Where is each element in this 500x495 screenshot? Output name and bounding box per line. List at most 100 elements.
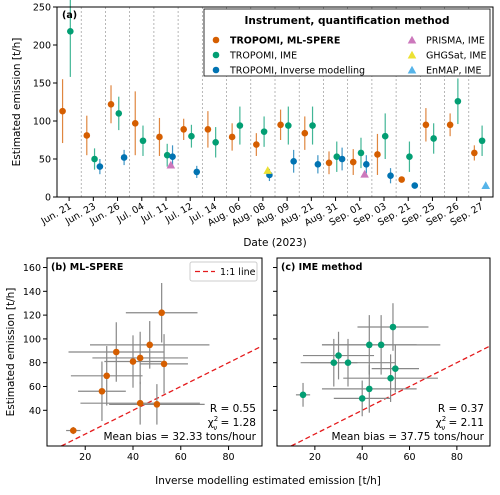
data-point [377, 341, 385, 349]
data-point [193, 168, 201, 176]
data-point [253, 141, 260, 148]
data-point [107, 100, 115, 108]
data-point [446, 121, 454, 129]
data-point [333, 153, 341, 161]
data-point [406, 153, 413, 161]
data-point [169, 153, 176, 161]
data-point [277, 121, 284, 129]
y-tick-label: 150 [33, 79, 51, 90]
chi-symbol: χ [208, 417, 214, 429]
x-axis-label: Date (2023) [243, 237, 306, 249]
data-point [263, 166, 273, 174]
x-tick-label: 80 [223, 452, 235, 463]
x-tick-label: 80 [451, 452, 463, 463]
data-point [59, 107, 66, 115]
stat-r: R = 0.55 [210, 403, 256, 415]
data-point [357, 149, 365, 157]
data-point [146, 341, 154, 349]
data-point [471, 149, 478, 157]
data-point [338, 155, 346, 163]
x-tick-label: 60 [175, 452, 187, 463]
legend-label: TROPOMI, Inverse modelling [229, 66, 365, 77]
data-point [236, 122, 244, 129]
data-point [156, 133, 163, 141]
data-point [69, 427, 77, 434]
data-point [120, 154, 128, 161]
data-point [381, 132, 389, 140]
data-point [98, 387, 106, 395]
legend-label: GHGSat, IME [426, 51, 486, 62]
plot-frame [56, 6, 494, 198]
data-point [103, 372, 111, 380]
chi-sup: 2 [442, 415, 446, 423]
data-point [91, 155, 98, 163]
data-point [153, 401, 161, 408]
stat-bias: Mean bias = 37.75 tons/hour [331, 431, 484, 443]
y-tick-label: 80 [29, 358, 41, 369]
data-point [166, 160, 176, 169]
data-point [136, 399, 144, 407]
panel-label: (c) IME method [281, 262, 362, 273]
chi-sup: 2 [214, 415, 218, 423]
stat-chi: χ2 ν = 1.28 [208, 415, 256, 432]
legend-marker [212, 51, 220, 59]
data-point [392, 365, 399, 372]
y-tick-label: 200 [33, 41, 51, 52]
data-point [387, 172, 394, 180]
one-to-one-line [290, 345, 490, 446]
data-point [290, 157, 297, 165]
y-tick-label: 120 [23, 311, 41, 322]
x-tick-label: 20 [79, 452, 91, 463]
x-tick-label: Jul. 11 [139, 201, 171, 226]
legend-title: Instrument, quantification method [244, 15, 449, 27]
data-point [374, 151, 381, 158]
chi-value: = 1.28 [217, 417, 256, 429]
legend-box [203, 8, 491, 77]
data-point [160, 360, 168, 368]
y-tick-label: 50 [39, 155, 51, 166]
legend-label: PRISMA, IME [426, 36, 485, 47]
data-point [260, 128, 268, 135]
data-point [188, 132, 195, 140]
data-point [180, 126, 187, 133]
data-point [481, 181, 491, 190]
data-point [139, 137, 147, 145]
x-tick-label: 40 [127, 452, 139, 463]
data-point [366, 385, 373, 393]
data-point [478, 137, 486, 145]
data-point [158, 309, 165, 317]
y-axis-label: Estimated emission [t/h] [11, 38, 23, 167]
data-point [454, 97, 462, 105]
legend-marker [407, 65, 417, 74]
legend-box [189, 261, 258, 282]
data-point [314, 161, 322, 168]
one-to-one-line [61, 345, 262, 446]
data-point [398, 176, 405, 183]
x-tick-label: 60 [403, 452, 415, 463]
data-point [67, 28, 74, 35]
data-point [301, 129, 309, 137]
data-point [330, 359, 338, 367]
data-point [131, 119, 139, 127]
y-axis-label: Estimated emission [t/h] [5, 288, 17, 417]
chi-symbol: χ [436, 417, 442, 429]
data-point [129, 358, 137, 365]
y-tick-label: 0 [45, 193, 51, 204]
data-point [422, 121, 430, 129]
plot-frame [46, 257, 263, 447]
y-tick-label: 60 [29, 382, 41, 393]
data-point [299, 391, 307, 399]
plot-frame [276, 257, 491, 447]
y-tick-label: 140 [23, 287, 41, 298]
y-tick-label: 40 [29, 406, 41, 417]
legend-marker [407, 50, 417, 59]
stat-bias: Mean bias = 32.33 tons/hour [103, 431, 256, 443]
data-point [430, 135, 437, 142]
legend-marker [212, 66, 220, 74]
legend-label: TROPOMI, IME [229, 51, 297, 62]
data-point [212, 138, 219, 146]
data-point [96, 163, 104, 170]
data-point [285, 122, 292, 129]
y-tick-label: 250 [33, 3, 51, 14]
y-tick-label: 100 [23, 334, 41, 345]
